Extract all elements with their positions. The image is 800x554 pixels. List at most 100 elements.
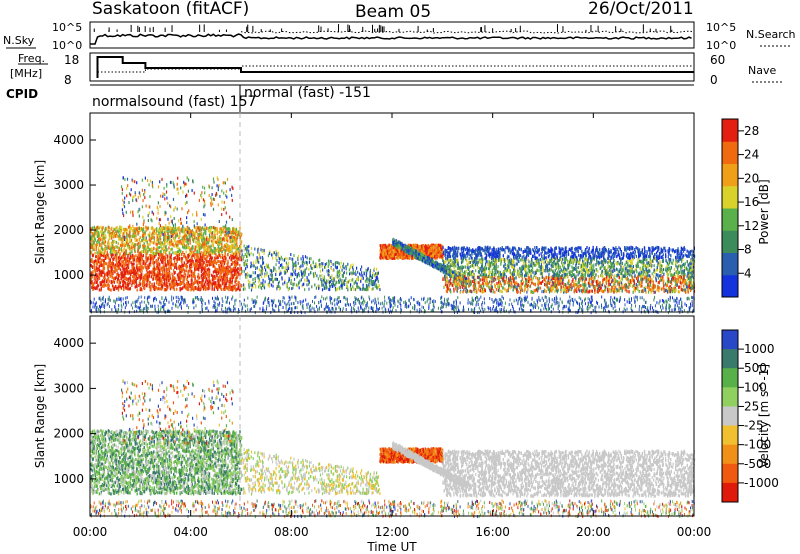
power-cell	[266, 264, 267, 267]
power-cell	[346, 272, 347, 275]
power-cell	[97, 275, 98, 278]
power-cell	[219, 275, 220, 278]
power-cell	[97, 278, 98, 281]
power-cell	[166, 249, 167, 252]
power-cell	[102, 242, 103, 245]
power-cell	[163, 192, 164, 195]
power-cell	[115, 259, 116, 262]
power-cell	[174, 261, 175, 264]
power-cell	[236, 240, 237, 243]
power-cell	[159, 180, 160, 183]
power-cell	[292, 273, 293, 276]
power-cell	[233, 288, 234, 291]
power-cell	[203, 254, 204, 257]
power-cell	[149, 195, 150, 198]
freq-tick-high: 18	[64, 53, 79, 67]
power-cell	[113, 257, 114, 260]
power-cell	[278, 252, 279, 255]
power-cell	[136, 223, 137, 226]
power-cell	[99, 269, 100, 272]
power-cell	[95, 244, 96, 247]
power-cell	[201, 232, 202, 235]
power-cell	[151, 234, 152, 237]
power-cell	[224, 257, 225, 260]
power-cell	[237, 262, 238, 265]
power-cell	[142, 258, 143, 261]
power-cell	[117, 230, 118, 233]
power-cell	[198, 241, 199, 244]
power-cell	[243, 283, 244, 286]
power-cell	[403, 256, 404, 259]
power-cell	[129, 227, 130, 230]
power-cell	[316, 264, 317, 267]
power-cell	[351, 272, 352, 275]
power-cell	[415, 244, 416, 247]
power-cell	[198, 233, 199, 236]
power-cell	[119, 275, 120, 278]
power-cell	[335, 262, 336, 265]
power-cell	[356, 285, 357, 288]
power-cell	[308, 268, 309, 271]
power-cell	[129, 282, 130, 285]
power-cell	[218, 254, 219, 257]
power-cell	[165, 276, 166, 279]
power-cell	[219, 228, 220, 231]
power-cell	[96, 248, 97, 251]
nsky-tick-high: 10^5	[52, 21, 82, 34]
power-cell	[203, 228, 204, 231]
power-cell	[115, 285, 116, 288]
power-cell	[144, 231, 145, 234]
power-cell	[116, 246, 117, 249]
power-cell	[368, 278, 369, 281]
power-cell	[392, 255, 393, 258]
power-cell	[128, 235, 129, 238]
power-cell	[174, 252, 175, 255]
power-cell	[247, 272, 248, 275]
power-cell	[120, 268, 121, 271]
power-cell	[237, 275, 238, 278]
power-cell	[132, 263, 133, 266]
power-cell	[173, 227, 174, 230]
power-cell	[321, 265, 322, 268]
power-cell	[186, 183, 187, 186]
power-cell	[171, 263, 172, 266]
power-cell	[173, 198, 174, 201]
power-cell	[282, 278, 283, 281]
power-cell	[301, 272, 302, 275]
power-cell	[118, 250, 119, 253]
power-cell	[378, 280, 379, 283]
power-cell	[151, 275, 152, 278]
power-cell	[142, 205, 143, 208]
power-cell	[178, 192, 179, 195]
power-cell	[355, 270, 356, 273]
power-cell	[171, 230, 172, 233]
power-cell	[246, 251, 247, 254]
power-cell	[221, 288, 222, 291]
power-cell	[171, 248, 172, 251]
power-cell	[195, 246, 196, 249]
power-cell	[282, 282, 283, 285]
power-cell	[149, 242, 150, 245]
power-cell	[210, 245, 211, 248]
power-cell	[360, 280, 361, 283]
power-cell	[231, 194, 232, 197]
power-cell	[191, 233, 192, 236]
power-cell	[439, 244, 440, 247]
power-cell	[203, 243, 204, 246]
power-cell	[440, 255, 441, 258]
power-cell	[241, 233, 242, 236]
power-cell	[197, 222, 198, 225]
power-cell	[162, 285, 163, 288]
power-cell	[210, 260, 211, 263]
power-cell	[391, 252, 392, 255]
power-cell	[170, 248, 171, 251]
power-cell	[309, 257, 310, 260]
power-cell	[108, 239, 109, 242]
power-cell	[108, 271, 109, 274]
power-cell	[284, 259, 285, 262]
power-cell	[268, 275, 269, 278]
power-cell	[225, 257, 226, 260]
power-cell	[135, 234, 136, 237]
power-cell	[124, 281, 125, 284]
power-cell	[291, 273, 292, 276]
